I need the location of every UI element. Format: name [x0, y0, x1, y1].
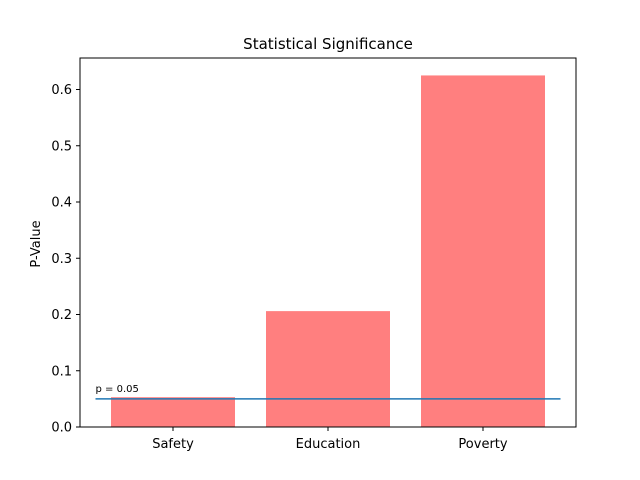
bar-education — [266, 311, 390, 427]
y-tick-label: 0.5 — [51, 139, 72, 154]
y-tick-label: 0.6 — [51, 83, 72, 98]
y-tick-label: 0.1 — [51, 364, 72, 379]
threshold-group: p = 0.05 — [95, 384, 561, 400]
bar-poverty — [421, 75, 545, 427]
threshold-label: p = 0.05 — [96, 384, 139, 395]
y-tick-label: 0.4 — [51, 196, 72, 211]
x-ticks-group: Safety Education Poverty — [152, 427, 508, 452]
x-tick-label: Education — [296, 437, 361, 452]
x-tick-label: Poverty — [458, 437, 507, 452]
y-axis-label: P-Value — [29, 220, 44, 267]
y-tick-label: 0.2 — [51, 308, 72, 323]
x-tick-label: Safety — [152, 437, 194, 452]
y-tick-label: 0.0 — [51, 421, 72, 436]
plot-frame — [79, 57, 577, 428]
bars-group — [111, 75, 545, 427]
y-tick-label: 0.3 — [51, 252, 72, 267]
y-ticks-group: 0.0 0.1 0.2 0.3 0.4 0.5 0.6 — [51, 83, 80, 436]
chart-title: Statistical Significance — [243, 35, 413, 53]
bar-safety — [111, 397, 235, 427]
